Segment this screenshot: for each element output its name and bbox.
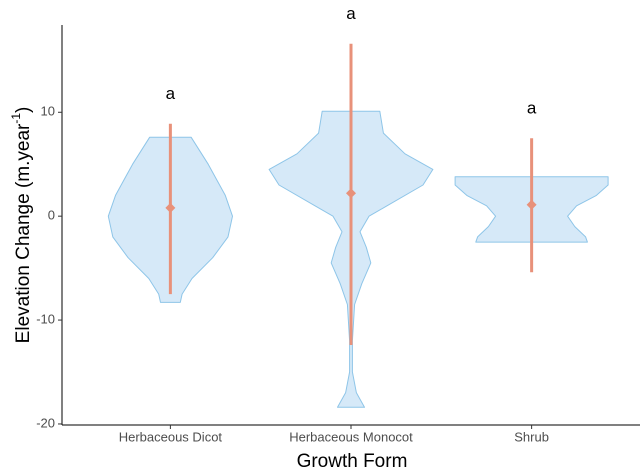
significance-letter: a [166,84,176,103]
x-tick-label: Shrub [514,429,549,444]
y-axis-label-text: Elevation Change (m.year [13,123,34,343]
significance-letter: a [346,4,356,23]
y-tick-label: 10 [41,104,55,119]
y-tick-label: -10 [36,312,55,327]
y-tick-label: -20 [36,415,55,430]
y-axis-label-sup: -1 [9,113,23,124]
significance-letter: a [527,99,537,118]
mean-point [346,188,356,199]
x-tick-label: Herbaceous Monocot [289,429,413,444]
mean-point [165,202,176,213]
x-tick-label: Herbaceous Dicot [119,429,223,444]
y-tick-label: 0 [48,208,55,223]
x-axis-label: Growth Form [297,451,408,472]
y-axis-label-end: ) [13,107,34,113]
mean-point [526,199,537,210]
y-axis-label: Elevation Change (m.year-1) [9,107,34,344]
